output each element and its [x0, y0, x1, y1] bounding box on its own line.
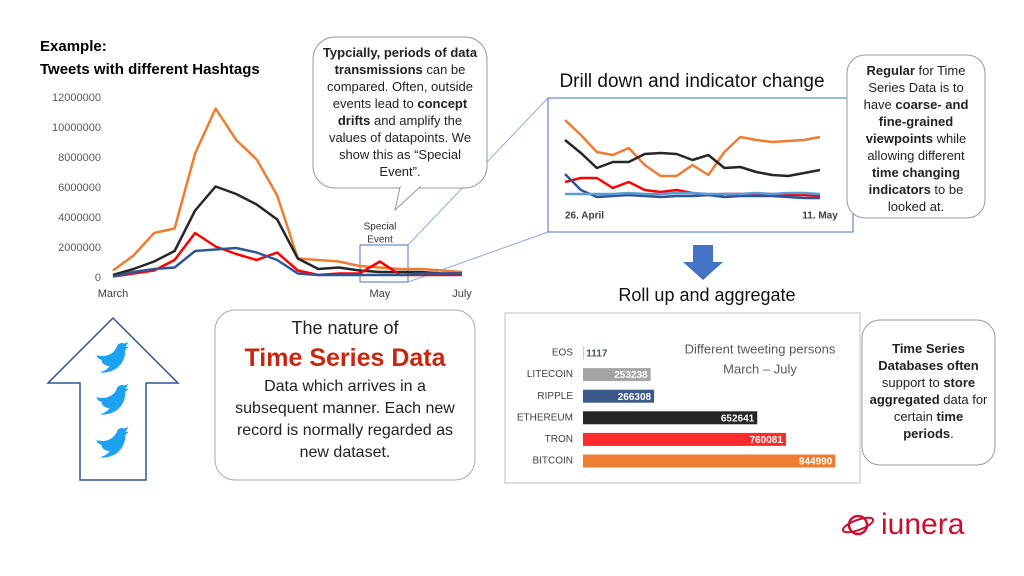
series-line	[112, 185, 462, 277]
center-title: Time Series Data	[244, 344, 446, 372]
center-body: Data which arrives in a subsequent manne…	[235, 378, 455, 461]
chart-title: Drill down and indicator change	[559, 71, 824, 92]
series-line	[564, 139, 821, 178]
y-tick-label: 0	[95, 272, 101, 284]
callout-run: Regular	[866, 63, 915, 78]
callout-frame	[846, 54, 986, 219]
down-arrow	[683, 245, 723, 280]
category-label: EOS	[552, 348, 573, 359]
y-tick-label: 2000000	[58, 242, 101, 254]
callout-run: time changing indicators	[868, 165, 961, 197]
callout-run: .	[950, 426, 954, 441]
callout-run: while allowing different	[867, 131, 967, 163]
series-line	[565, 191, 821, 196]
series-line	[112, 246, 462, 278]
category-label: ETHEREUM	[517, 412, 573, 423]
section-title: Roll up and aggregate	[618, 285, 795, 305]
x-tick-label: 11. May	[802, 211, 838, 222]
y-tick-label: 6000000	[58, 182, 101, 194]
callout-run: data for certain	[893, 392, 988, 424]
y-tick-label: 4000000	[58, 212, 101, 224]
callout-text: Regular for Time Series Data is to have …	[853, 62, 979, 215]
category-label: LITECOIN	[527, 369, 573, 380]
bar	[583, 368, 651, 382]
callout-tail	[394, 186, 422, 212]
value-label: 652641	[721, 413, 755, 424]
callout-run: Typcially, periods of data transmissions	[322, 45, 478, 77]
callout-run: to be looked at.	[887, 182, 964, 214]
callout-run: store aggregated	[869, 375, 976, 407]
annotation: Event	[367, 235, 393, 246]
bar	[583, 454, 836, 468]
special-event-box	[359, 244, 409, 283]
y-tick-label: 8000000	[58, 152, 101, 164]
callout-run: coarse- and fine-grained viewpoints	[865, 97, 969, 146]
chart-title: Tweets with different Hashtags	[40, 61, 260, 78]
callout-run: time periods	[903, 409, 964, 441]
value-label: 266308	[618, 392, 652, 403]
callout-run: and amplify the values of datapoints. We…	[328, 113, 472, 179]
category-label: TRON	[545, 434, 573, 445]
x-tick-label: May	[369, 288, 390, 300]
x-tick-label: 26. April	[565, 211, 604, 222]
bar	[583, 432, 786, 446]
annotation: Special	[364, 222, 397, 233]
chart-title: Example:	[40, 38, 107, 55]
callout-run: can be compared. Often, outside events l…	[327, 62, 473, 111]
category-label: BITCOIN	[532, 456, 573, 467]
value-label: 253238	[614, 370, 648, 381]
zoom-frame	[547, 97, 854, 233]
chart-title: Different tweeting persons	[685, 341, 836, 356]
chart-title: March – July	[723, 361, 797, 376]
center-heading: The nature of	[291, 318, 399, 338]
logo-text: iunera	[881, 508, 965, 541]
center-text: The nature of Time Series Data Data whic…	[222, 316, 468, 464]
bar	[583, 389, 655, 403]
category-label: RIPPLE	[537, 391, 573, 402]
callout-text: Time Series Databases often support to s…	[868, 340, 989, 442]
callout-run: Time Series Databases often	[878, 341, 979, 373]
series-line	[564, 119, 821, 178]
value-label: 944990	[799, 457, 833, 468]
series-line	[112, 107, 463, 274]
y-tick-label: 10000000	[52, 122, 101, 134]
value-label: 1117	[586, 349, 608, 360]
x-tick-label: July	[452, 288, 472, 300]
callout-text: Typcially, periods of data transmissions…	[322, 44, 478, 180]
callout-run: concept drifts	[337, 96, 468, 128]
callout-frame	[861, 319, 996, 466]
logo-icon	[841, 514, 875, 536]
callout-run: support to	[881, 375, 944, 390]
bar	[583, 411, 758, 425]
callout-run: for Time Series Data is to have	[863, 63, 966, 112]
center-frame	[214, 309, 476, 481]
y-tick-label: 12000000	[52, 92, 101, 104]
series-line	[564, 173, 820, 200]
x-tick-label: March	[98, 288, 129, 300]
value-label: 760081	[750, 435, 784, 446]
